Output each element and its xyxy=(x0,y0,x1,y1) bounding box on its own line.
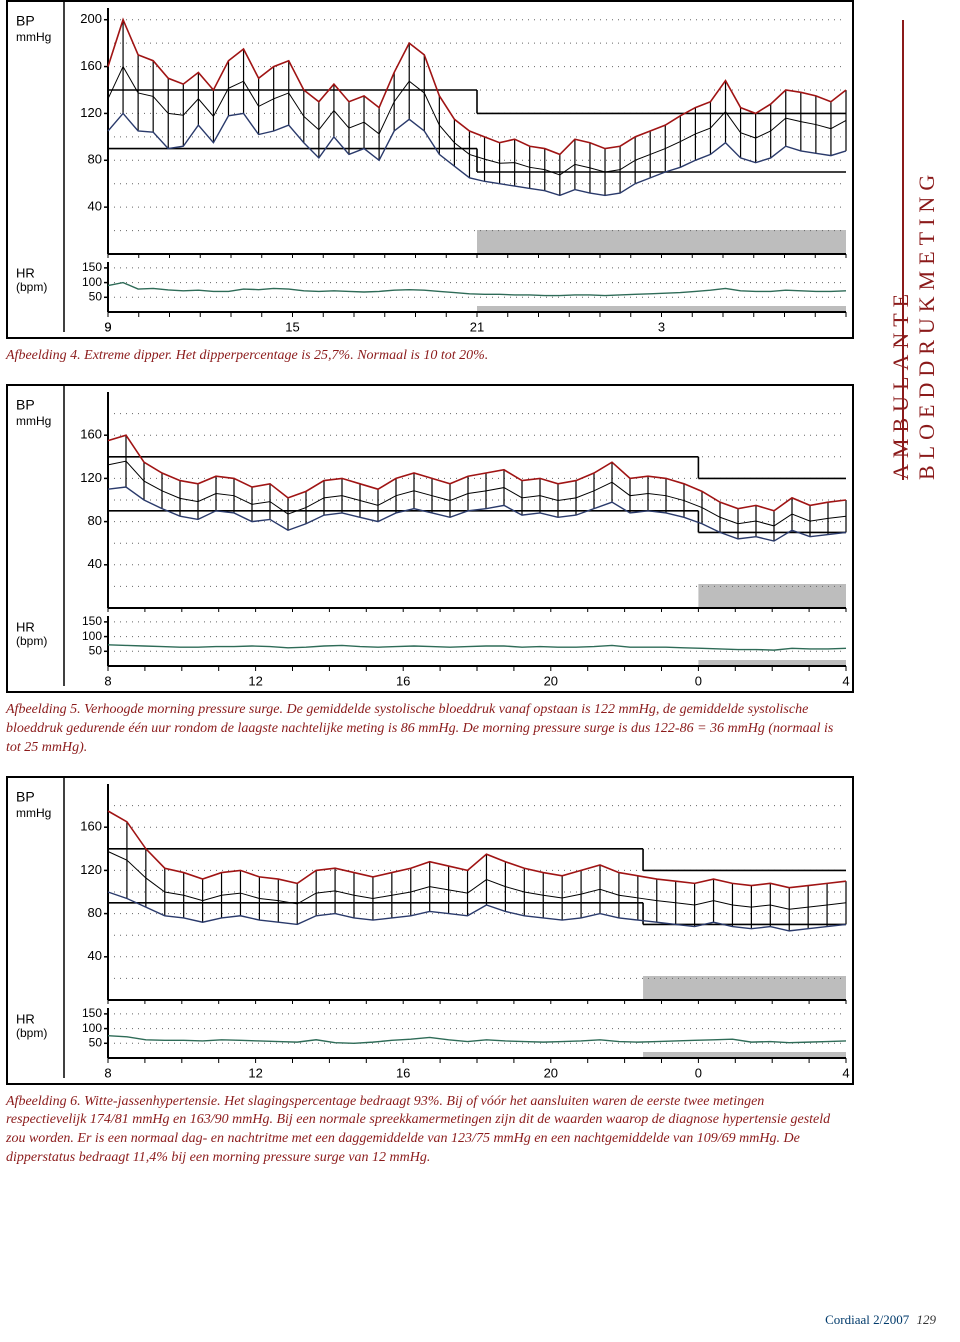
svg-text:80: 80 xyxy=(88,905,102,920)
svg-text:HR: HR xyxy=(16,1011,35,1026)
svg-text:16: 16 xyxy=(396,673,410,686)
chart-4: 4080120160200501001509152139BPmmHgHR(bpm… xyxy=(8,2,852,337)
svg-text:8: 8 xyxy=(104,673,111,686)
svg-text:40: 40 xyxy=(88,556,102,571)
svg-text:20: 20 xyxy=(544,1065,558,1078)
svg-text:200: 200 xyxy=(80,11,102,26)
svg-text:3: 3 xyxy=(658,319,665,332)
svg-text:160: 160 xyxy=(80,58,102,73)
svg-text:(bpm): (bpm) xyxy=(16,634,47,648)
svg-text:BP: BP xyxy=(16,397,35,413)
svg-text:12: 12 xyxy=(248,673,262,686)
chart-6: 40 80 120 160 50100150 8 12 16 20 0 4 BP mmHg HR(bpm) xyxy=(8,778,852,1083)
svg-text:0: 0 xyxy=(695,1065,702,1078)
svg-text:12: 12 xyxy=(248,1065,262,1078)
svg-text:0: 0 xyxy=(695,673,702,686)
svg-text:50: 50 xyxy=(89,1035,103,1049)
svg-text:9: 9 xyxy=(104,319,111,332)
svg-text:100: 100 xyxy=(82,629,102,643)
svg-text:(bpm): (bpm) xyxy=(16,280,47,294)
svg-text:20: 20 xyxy=(544,673,558,686)
chart-5: 40 80 120 160 50100150 8 12 16 20 0 4 BPmmHg HR(bpm) xyxy=(8,386,852,691)
svg-text:120: 120 xyxy=(80,470,102,485)
svg-text:80: 80 xyxy=(88,513,102,528)
journal-ref: Cordiaal 2/2007 xyxy=(825,1312,909,1327)
svg-text:150: 150 xyxy=(82,614,102,628)
page-number: 129 xyxy=(917,1312,937,1327)
svg-text:BP: BP xyxy=(16,788,35,804)
chart-6-block: 40 80 120 160 50100150 8 12 16 20 0 4 BP mmHg HR(bpm) xyxy=(6,776,854,1085)
svg-text:150: 150 xyxy=(82,260,102,274)
page-footer: Cordiaal 2/2007 129 xyxy=(825,1312,936,1328)
svg-text:120: 120 xyxy=(80,861,102,876)
svg-text:160: 160 xyxy=(80,427,102,442)
svg-text:(bpm): (bpm) xyxy=(16,1026,47,1040)
svg-text:16: 16 xyxy=(396,1065,410,1078)
svg-text:21: 21 xyxy=(470,319,484,332)
svg-text:120: 120 xyxy=(80,105,102,120)
svg-text:50: 50 xyxy=(89,289,103,303)
svg-text:15: 15 xyxy=(285,319,299,332)
svg-text:160: 160 xyxy=(80,818,102,833)
caption-5: Afbeelding 5. Verhoogde morning pressure… xyxy=(6,701,846,758)
svg-text:4: 4 xyxy=(842,673,849,686)
svg-text:40: 40 xyxy=(88,948,102,963)
svg-text:50: 50 xyxy=(89,643,103,657)
svg-text:150: 150 xyxy=(82,1006,102,1020)
svg-text:100: 100 xyxy=(82,275,102,289)
svg-text:100: 100 xyxy=(82,1020,102,1034)
svg-text:mmHg: mmHg xyxy=(16,806,51,820)
caption-6: Afbeelding 6. Witte-jassenhypertensie. H… xyxy=(6,1093,846,1169)
svg-text:mmHg: mmHg xyxy=(16,414,51,428)
svg-text:4: 4 xyxy=(842,1065,849,1078)
svg-text:HR: HR xyxy=(16,265,35,280)
svg-text:HR: HR xyxy=(16,619,35,634)
caption-4: Afbeelding 4. Extreme dipper. Het dipper… xyxy=(6,347,846,366)
svg-text:40: 40 xyxy=(88,199,102,214)
svg-text:BP: BP xyxy=(16,13,35,29)
svg-text:80: 80 xyxy=(88,152,102,167)
svg-text:mmHg: mmHg xyxy=(16,30,51,44)
section-title-vertical: AMBULANTE BLOEDDRUKMETING xyxy=(888,20,940,480)
svg-text:8: 8 xyxy=(104,1065,111,1078)
chart-4-block: 4080120160200501001509152139BPmmHgHR(bpm… xyxy=(6,0,854,339)
chart-5-block: 40 80 120 160 50100150 8 12 16 20 0 4 BPmmHg HR(bpm) xyxy=(6,384,854,693)
